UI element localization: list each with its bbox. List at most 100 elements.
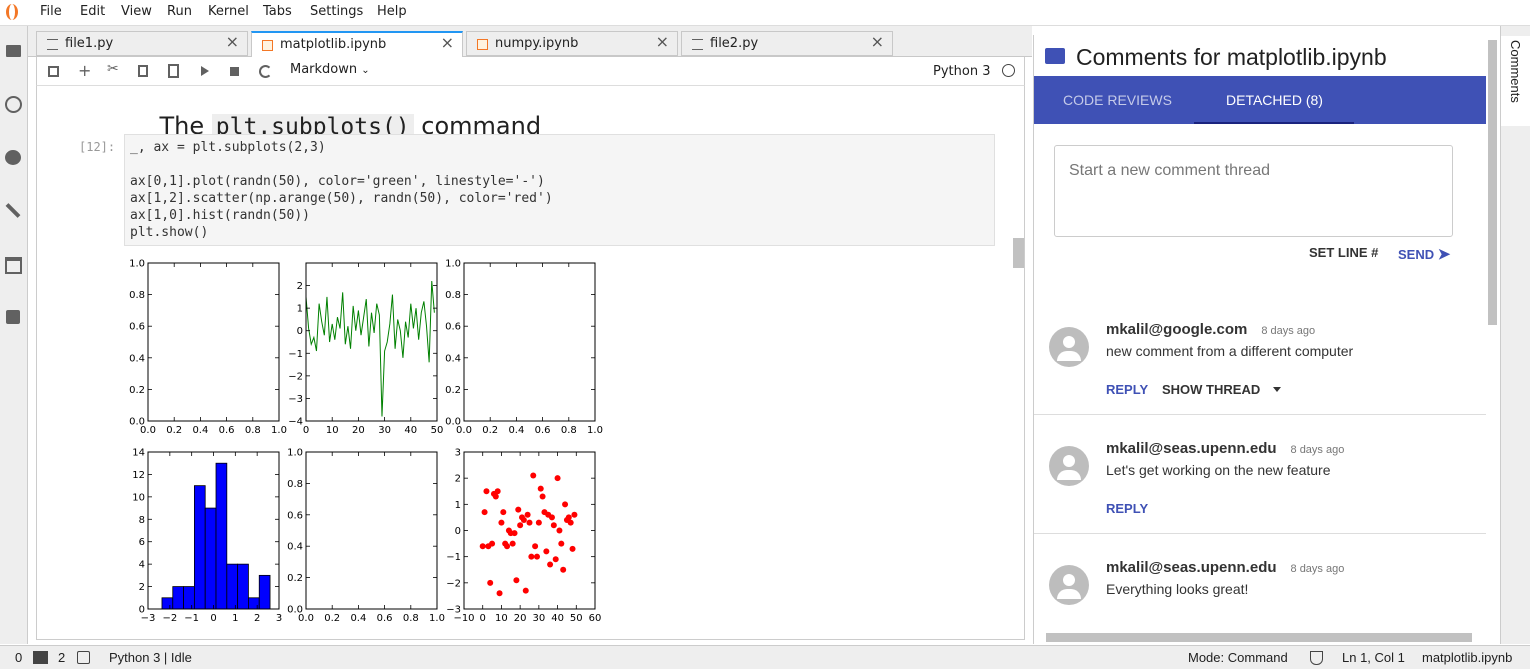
set-line-button[interactable]: SET LINE # [1309, 245, 1379, 260]
tab-label: file1.py [65, 36, 114, 51]
avatar [1049, 565, 1089, 605]
panel-title: Comments for matplotlib.ipynb [1076, 44, 1387, 70]
tab-label: file2.py [710, 36, 759, 51]
dropdown-arrow[interactable] [1273, 387, 1281, 392]
kernel-count: 2 [58, 650, 66, 665]
comment-time: 8 days ago [1290, 444, 1345, 456]
wrench-icon[interactable] [5, 203, 21, 218]
code-line: ax[1,2].scatter(np.arange(50), randn(50)… [130, 191, 553, 206]
comments-panel: Comments for matplotlib.ipynb CODE REVIE… [1033, 35, 1486, 644]
cell-type-dropdown[interactable]: Markdown ⌄ [290, 62, 370, 77]
menu-item[interactable]: File [40, 4, 62, 19]
tab-close[interactable]: × [225, 32, 239, 51]
comment-time: 8 days ago [1290, 563, 1345, 575]
comments-sidebar-tab[interactable]: Comments [1501, 36, 1530, 126]
code-line: _, ax = plt.subplots(2,3) [130, 140, 326, 155]
comment-text: new comment from a different computer [1106, 343, 1354, 359]
comment-author: mkalil@google.com [1106, 321, 1248, 338]
paste-button[interactable] [168, 64, 179, 78]
run-button[interactable] [201, 66, 209, 76]
comment-header: mkalil@google.com 8 days ago [1106, 321, 1315, 339]
kernel-name[interactable]: Python 3 [933, 64, 991, 79]
menu-item[interactable]: Run [167, 4, 192, 19]
notebook-toolbar: + ✂ Markdown ⌄ Python 3 [36, 57, 1025, 86]
comment-text: Let's get working on the new feature [1106, 462, 1331, 478]
palette-icon[interactable] [5, 150, 21, 165]
tab-close[interactable]: × [655, 32, 669, 51]
mode: Mode: Command [1188, 650, 1288, 665]
comment-author: mkalil@seas.upenn.edu [1106, 559, 1277, 576]
active-tab-indicator [1194, 122, 1354, 124]
kernel-status-indicator [1002, 64, 1015, 77]
panel-tab[interactable]: CODE REVIEWS [1063, 92, 1172, 108]
restart-button[interactable] [259, 65, 272, 78]
menu-item[interactable]: Tabs [263, 4, 292, 19]
tab-close[interactable]: × [870, 32, 884, 51]
avatar [1049, 446, 1089, 486]
menu-item[interactable]: Help [377, 4, 407, 19]
comment-divider [1034, 414, 1486, 415]
comment-action[interactable]: REPLY [1106, 382, 1149, 397]
logo [6, 4, 18, 20]
menu-item[interactable]: Kernel [208, 4, 249, 19]
comment-header: mkalil@seas.upenn.edu 8 days ago [1106, 559, 1344, 577]
tab[interactable]: matplotlib.ipynb × [251, 31, 463, 57]
tab[interactable]: file2.py × [681, 31, 893, 56]
text-icon [47, 39, 58, 50]
comments-icon [1045, 48, 1065, 64]
stop-button[interactable] [230, 67, 239, 76]
avatar [1049, 327, 1089, 367]
trust-icon [1310, 651, 1323, 665]
notebook-panel: The plt.subplots() command [12]: _, ax =… [36, 86, 1025, 640]
send-label: SEND [1398, 247, 1435, 262]
avatar-head [1063, 455, 1075, 467]
code-line: ax[0,1].plot(randn(50), color='green', l… [130, 174, 545, 189]
avatar-head [1063, 574, 1075, 586]
horizontal-scrollbar[interactable] [1046, 633, 1472, 642]
kernel-status[interactable]: Python 3 | Idle [109, 650, 192, 665]
code-cell-input[interactable] [124, 134, 995, 246]
comment-time: 8 days ago [1261, 325, 1316, 337]
vertical-scrollbar[interactable] [1013, 238, 1024, 268]
new-thread-input[interactable]: Start a new comment thread [1054, 145, 1453, 237]
tab[interactable]: numpy.ipynb × [466, 31, 678, 56]
avatar-head [1063, 336, 1075, 348]
comment-header: mkalil@seas.upenn.edu 8 days ago [1106, 440, 1344, 458]
comment-author: mkalil@seas.upenn.edu [1106, 440, 1277, 457]
tab[interactable]: file1.py × [36, 31, 248, 56]
cut-button[interactable]: ✂ [107, 61, 119, 77]
tab-label: numpy.ipynb [495, 36, 579, 51]
add-cell-button[interactable]: + [78, 61, 92, 80]
avatar-body [1057, 351, 1081, 361]
folder-icon[interactable] [6, 45, 21, 57]
notebook-icon [477, 39, 488, 50]
menu-item[interactable]: View [121, 4, 152, 19]
file-name: matplotlib.ipynb [1422, 650, 1513, 665]
comment-action[interactable]: SHOW THREAD [1162, 382, 1261, 397]
code-line: plt.show() [130, 225, 209, 240]
terminal-count: 0 [15, 650, 23, 665]
kernel-icon [77, 651, 90, 664]
save-button[interactable] [48, 66, 59, 77]
cell-type: Markdown [290, 62, 358, 77]
cursor-position[interactable]: Ln 1, Col 1 [1342, 650, 1405, 665]
copy-button[interactable] [138, 65, 148, 77]
running-icon[interactable] [5, 96, 22, 113]
panel-tab[interactable]: DETACHED (8) [1226, 92, 1323, 108]
menu-item[interactable]: Settings [310, 4, 364, 19]
tabs-icon[interactable] [5, 257, 22, 274]
panel-scrollbar[interactable] [1488, 40, 1497, 325]
panel-tab-bar [1034, 76, 1486, 124]
sidebar-label: Comments [1508, 40, 1523, 103]
menu-item[interactable]: Edit [80, 4, 106, 19]
avatar-body [1057, 470, 1081, 480]
extension-icon[interactable] [6, 310, 20, 324]
right-sidebar: Comments [1500, 26, 1530, 644]
text-icon [692, 39, 703, 50]
status-bar: 0 2 Python 3 | Idle Mode: Command Ln 1, … [0, 645, 1530, 669]
comment-action[interactable]: REPLY [1106, 501, 1149, 516]
tab-close[interactable]: × [440, 33, 454, 52]
left-sidebar [0, 26, 28, 644]
send-button[interactable]: SEND ➤ [1398, 246, 1451, 263]
